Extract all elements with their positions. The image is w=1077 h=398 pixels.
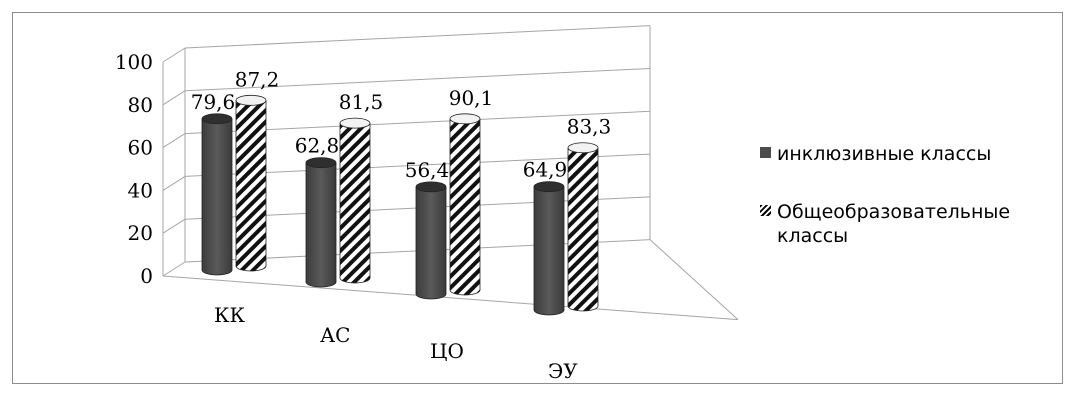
data-label: 79,6 xyxy=(191,90,236,114)
bar-inclusive xyxy=(415,181,447,300)
data-label: 87,2 xyxy=(235,67,280,91)
data-label: 56,4 xyxy=(405,158,450,182)
bar-general xyxy=(339,117,371,284)
data-label: 62,8 xyxy=(295,134,340,158)
legend-item-inclusive: инклюзивные классы xyxy=(760,142,1047,166)
data-label: 64,9 xyxy=(523,158,568,182)
data-label: 81,5 xyxy=(339,90,384,114)
x-tick-label: АС xyxy=(320,323,350,347)
y-tick-label: 100 xyxy=(115,50,153,74)
x-tick-label: КК xyxy=(214,303,245,327)
y-tick-label: 20 xyxy=(128,221,153,245)
legend-label: инклюзивные классы xyxy=(777,143,992,165)
data-label: 83,3 xyxy=(567,115,612,139)
bar-general xyxy=(235,94,267,272)
legend-swatch-hatch xyxy=(760,205,771,216)
bar-inclusive xyxy=(533,181,565,316)
x-tick-label: ЭУ xyxy=(548,359,578,383)
floor-side xyxy=(649,239,739,321)
y-tick-label: 40 xyxy=(128,178,153,202)
data-label: 90,1 xyxy=(449,86,494,110)
floor-edge xyxy=(162,275,739,321)
legend: инклюзивные классы Общеобразовательные к… xyxy=(760,142,1047,282)
gridline xyxy=(184,25,651,49)
legend-item-general: Общеобразовательные классы xyxy=(760,200,1047,248)
bar-inclusive xyxy=(201,113,233,276)
side-gridline xyxy=(162,261,186,277)
bar-general xyxy=(449,113,481,296)
gridline xyxy=(184,67,651,92)
side-gridline xyxy=(162,175,186,191)
bar-inclusive xyxy=(305,157,337,288)
side-gridline xyxy=(162,47,186,63)
y-tick-label: 0 xyxy=(140,264,153,288)
side-gridline xyxy=(162,90,186,106)
x-tick-label: ЦО xyxy=(430,339,464,363)
bar-general xyxy=(567,142,599,312)
y-tick-label: 80 xyxy=(128,93,153,117)
side-gridline xyxy=(162,133,186,149)
legend-label: Общеобразовательные классы xyxy=(777,201,1011,247)
legend-swatch-solid xyxy=(760,147,771,158)
y-tick-label: 60 xyxy=(128,136,153,160)
side-gridline xyxy=(162,218,186,234)
